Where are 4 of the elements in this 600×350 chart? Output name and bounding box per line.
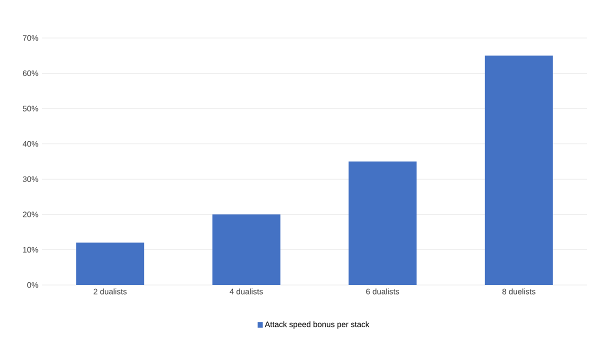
bar: [484, 56, 553, 285]
bar: [212, 214, 280, 285]
bar: [348, 162, 417, 285]
bar: [76, 242, 144, 285]
